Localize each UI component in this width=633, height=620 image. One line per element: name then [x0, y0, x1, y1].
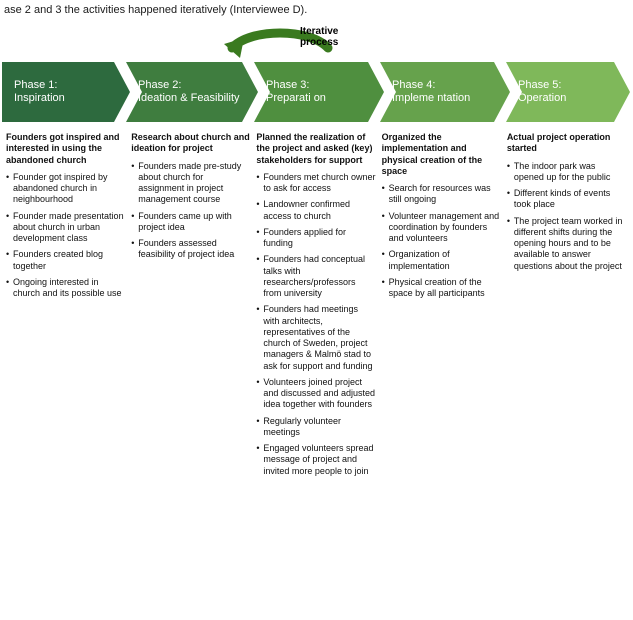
phase-label-line2: Ideation & Feasibility: [138, 92, 240, 104]
phase-label-2: Phase 2:Ideation & Feasibility: [138, 79, 240, 105]
bullet-item: Founder got inspired by abandoned church…: [6, 172, 125, 206]
bullet-item: Volunteer management and coordination by…: [382, 211, 501, 245]
column-bullet-list-3: Founders met church owner to ask for acc…: [256, 172, 375, 477]
phase-label-4: Phase 4:Impleme ntation: [392, 79, 492, 105]
phase-label-3: Phase 3:Preparati on: [266, 79, 366, 105]
bullet-item: Volunteers joined project and discussed …: [256, 377, 375, 411]
bullet-item: Founders created blog together: [6, 249, 125, 272]
phase-chevron-3: Phase 3:Preparati on: [254, 62, 384, 122]
bullet-item: Founders had meetings with architects, r…: [256, 304, 375, 372]
column-bullet-list-2: Founders made pre-study about church for…: [131, 161, 250, 261]
bullet-item: Engaged volunteers spread message of pro…: [256, 443, 375, 477]
bullet-item: Physical creation of the space by all pa…: [382, 277, 501, 300]
phase-label-line1: Phase 3:: [266, 79, 309, 91]
phase-column-5: Actual project operation started The indo…: [507, 132, 626, 482]
phase-label-line1: Phase 4:: [392, 79, 435, 91]
bullet-item: Organization of implementation: [382, 249, 501, 272]
column-heading-3: Planned the realization of the project a…: [256, 132, 375, 166]
bullet-item: Search for resources was still ongoing: [382, 183, 501, 206]
bullet-item: Founders applied for funding: [256, 227, 375, 250]
column-heading-2: Research about church and ideation for p…: [131, 132, 250, 155]
bullet-item: Founders met church owner to ask for acc…: [256, 172, 375, 195]
phase-label-line2: Operation: [518, 92, 566, 104]
bullet-item: Different kinds of events took place: [507, 188, 626, 211]
column-heading-4: Organized the implementation and physica…: [382, 132, 501, 177]
phase-chevron-5: Phase 5:Operation: [506, 62, 630, 122]
column-bullet-list-1: Founder got inspired by abandoned church…: [6, 172, 125, 300]
column-bullet-list-5: The indoor park was opened up for the pu…: [507, 161, 626, 272]
column-heading-5: Actual project operation started: [507, 132, 626, 155]
iterative-arrow: [180, 24, 380, 58]
bullet-item: Founders came up with project idea: [131, 211, 250, 234]
phase-columns: Founders got inspired and interested in …: [6, 132, 626, 482]
phase-label-line2: Impleme ntation: [392, 92, 470, 104]
bullet-item: Landowner confirmed access to church: [256, 199, 375, 222]
iterative-label-line2: process: [300, 37, 338, 48]
phase-label-1: Phase 1:Inspiration: [14, 79, 112, 105]
column-heading-1: Founders got inspired and interested in …: [6, 132, 125, 166]
iterative-label: Iterative process: [300, 26, 338, 48]
bullet-item: Founders had conceptual talks with resea…: [256, 254, 375, 299]
phase-column-3: Planned the realization of the project a…: [256, 132, 375, 482]
bullet-item: Regularly volunteer meetings: [256, 416, 375, 439]
phase-column-2: Research about church and ideation for p…: [131, 132, 250, 482]
phase-chevron-row: Phase 1:Inspiration Phase 2:Ideation & Fe…: [2, 62, 630, 122]
bullet-item: Founders assessed feasibility of project…: [131, 238, 250, 261]
phase-column-4: Organized the implementation and physica…: [382, 132, 501, 482]
phase-label-line1: Phase 2:: [138, 79, 181, 91]
column-bullet-list-4: Search for resources was still ongoing Vo…: [382, 183, 501, 299]
phase-label-line1: Phase 5:: [518, 79, 561, 91]
bullet-item: The project team worked in different shi…: [507, 216, 626, 272]
phase-label-line2: Preparati on: [266, 92, 326, 104]
phase-label-5: Phase 5:Operation: [518, 79, 612, 105]
phase-chevron-1: Phase 1:Inspiration: [2, 62, 130, 122]
bullet-item: The indoor park was opened up for the pu…: [507, 161, 626, 184]
bullet-item: Founders made pre-study about church for…: [131, 161, 250, 206]
iterative-label-line1: Iterative: [300, 26, 338, 37]
caption-text: ase 2 and 3 the activities happened iter…: [4, 4, 307, 16]
bullet-item: Founder made presentation about church i…: [6, 211, 125, 245]
phase-chevron-2: Phase 2:Ideation & Feasibility: [126, 62, 258, 122]
bullet-item: Ongoing interested in church and its pos…: [6, 277, 125, 300]
phase-label-line2: Inspiration: [14, 92, 65, 104]
phase-label-line1: Phase 1:: [14, 79, 57, 91]
phase-chevron-4: Phase 4:Impleme ntation: [380, 62, 510, 122]
phase-column-1: Founders got inspired and interested in …: [6, 132, 125, 482]
